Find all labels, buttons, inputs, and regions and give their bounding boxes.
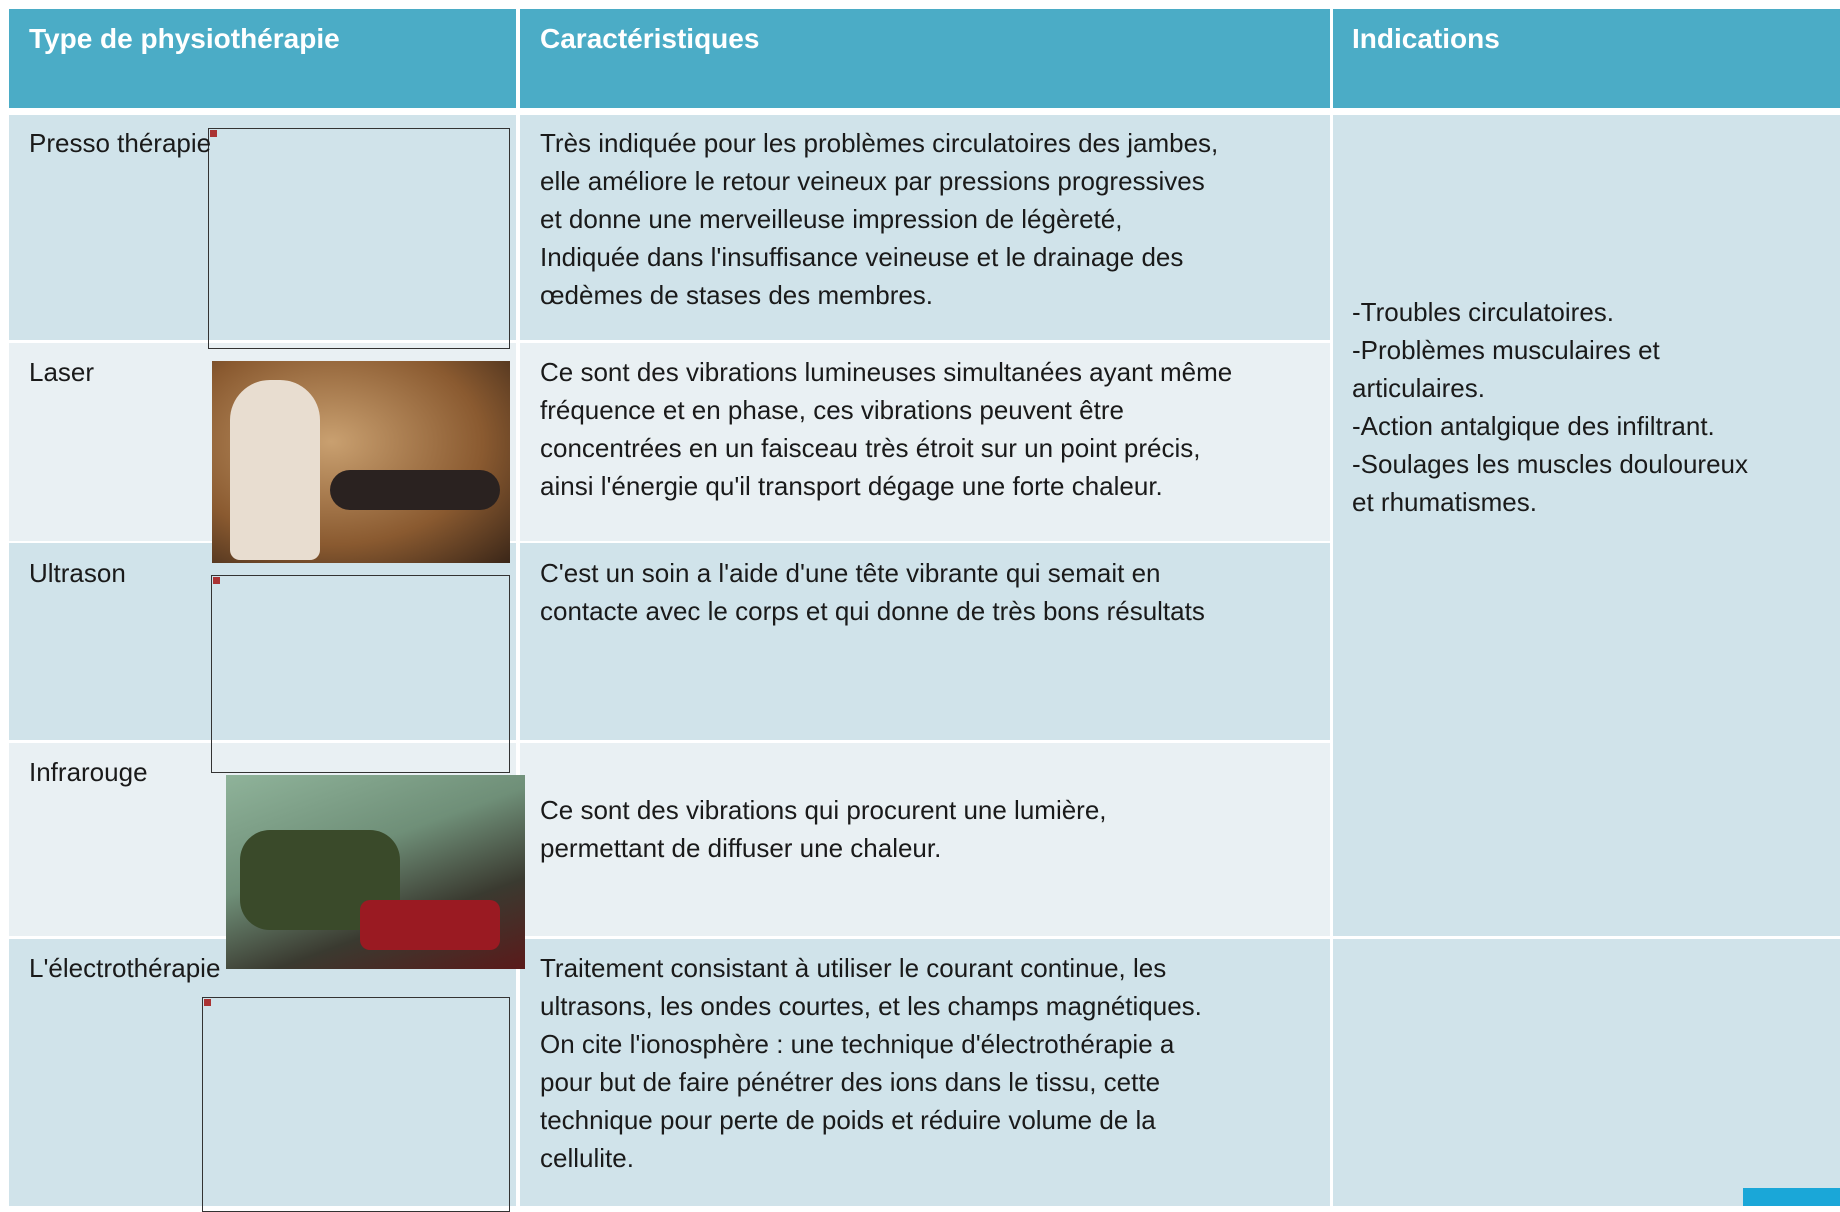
row-cell bbox=[9, 115, 516, 340]
text-line: et rhumatismes. bbox=[1352, 487, 1537, 517]
text-line: -Soulages les muscles douloureux bbox=[1352, 449, 1748, 479]
text-line: œdèmes de stases des membres. bbox=[540, 280, 934, 310]
text-line: ultrasons, les ondes courtes, et les cha… bbox=[540, 991, 1202, 1021]
header-text: Type de physiothérapie bbox=[29, 23, 340, 54]
text-line: -Troubles circulatoires. bbox=[1352, 297, 1615, 327]
indications: -Troubles circulatoires. -Problèmes muscu… bbox=[1352, 293, 1748, 521]
text-line: Ce sont des vibrations qui procurent une… bbox=[540, 795, 1107, 825]
text-line: Traitement consistant à utiliser le cour… bbox=[540, 953, 1167, 983]
characteristics: Traitement consistant à utiliser le cour… bbox=[540, 949, 1202, 1177]
text-line: C'est un soin a l'aide d'une tête vibran… bbox=[540, 558, 1161, 588]
text-line: fréquence et en phase, ces vibrations pe… bbox=[540, 395, 1124, 425]
photo-figure bbox=[230, 380, 320, 560]
text-line: pour but de faire pénétrer des ions dans… bbox=[540, 1067, 1161, 1097]
text-line: concentrées en un faisceau très étroit s… bbox=[540, 433, 1201, 463]
header-cell bbox=[1333, 9, 1840, 108]
text-line: On cite l'ionosphère : une technique d'é… bbox=[540, 1029, 1175, 1059]
row-cell bbox=[520, 343, 1330, 541]
text-line: Très indiquée pour les problèmes circula… bbox=[540, 128, 1219, 158]
header-cell bbox=[520, 9, 1330, 108]
row-type: Laser bbox=[29, 357, 95, 387]
text-line: elle améliore le retour veineux par pres… bbox=[540, 166, 1205, 196]
image-placeholder bbox=[208, 128, 510, 349]
text-line: et donne une merveilleuse impression de … bbox=[540, 204, 1123, 234]
text-line: permettant de diffuser une chaleur. bbox=[540, 833, 942, 863]
photo-figure bbox=[360, 900, 500, 950]
characteristics: Ce sont des vibrations lumineuses simult… bbox=[540, 353, 1232, 505]
corner-tab bbox=[1743, 1188, 1840, 1206]
text-line: -Problèmes musculaires et bbox=[1352, 335, 1660, 365]
row-cell bbox=[520, 543, 1330, 740]
row-cell bbox=[9, 939, 516, 1206]
text-line: ainsi l'énergie qu'il transport dégage u… bbox=[540, 471, 1163, 501]
row-cell bbox=[520, 743, 1330, 936]
text-line: -Action antalgique des infiltrant. bbox=[1352, 411, 1715, 441]
photo-figure bbox=[330, 470, 500, 510]
characteristics: C'est un soin a l'aide d'une tête vibran… bbox=[540, 554, 1205, 630]
text-line: contacte avec le corps et qui donne de t… bbox=[540, 596, 1205, 626]
text-line: Indiquée dans l'insuffisance veineuse et… bbox=[540, 242, 1184, 272]
characteristics: Très indiquée pour les problèmes circula… bbox=[540, 124, 1218, 314]
image-placeholder bbox=[211, 575, 510, 773]
text-line: articulaires. bbox=[1352, 373, 1485, 403]
row-cell bbox=[520, 939, 1330, 1206]
text-line: cellulite. bbox=[540, 1143, 634, 1173]
header-text: Caractéristiques bbox=[540, 23, 760, 54]
indications-cell bbox=[1333, 115, 1840, 936]
row-type: Ultrason bbox=[29, 558, 126, 588]
image-placeholder bbox=[202, 997, 510, 1212]
row-type: Presso thérapie bbox=[29, 128, 212, 158]
empty-cell bbox=[1333, 939, 1840, 1206]
text-line: technique pour perte de poids et réduire… bbox=[540, 1105, 1156, 1135]
text-line: Ce sont des vibrations lumineuses simult… bbox=[540, 357, 1233, 387]
row-cell bbox=[520, 115, 1330, 340]
header-cell bbox=[9, 9, 516, 108]
header-text: Indications bbox=[1352, 23, 1500, 54]
row-type: L'électrothérapie bbox=[29, 953, 221, 983]
characteristics: Ce sont des vibrations qui procurent une… bbox=[540, 791, 1107, 867]
row-type: Infrarouge bbox=[29, 757, 148, 787]
